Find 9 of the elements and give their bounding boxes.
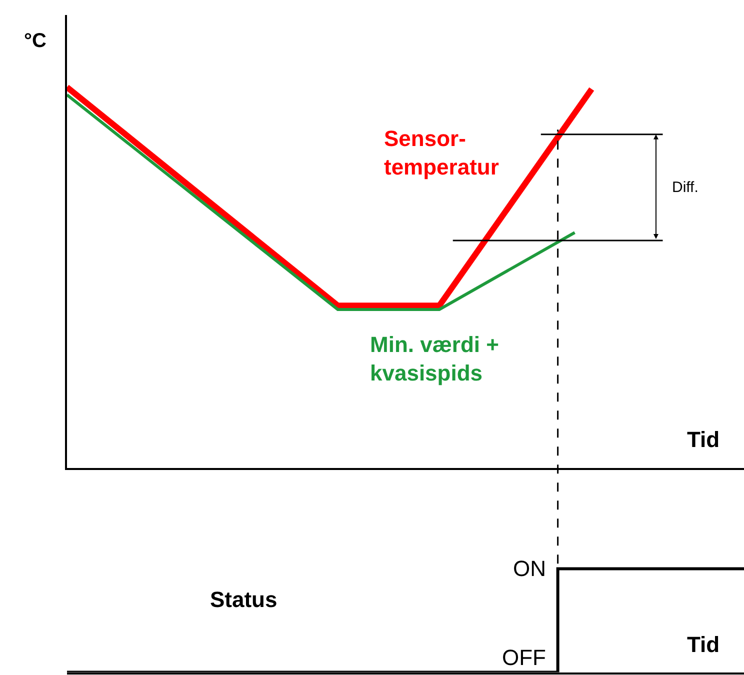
annotation: OFF <box>502 645 546 670</box>
x-axis-title: Tid <box>687 632 720 657</box>
y-axis-title: Status <box>210 587 278 612</box>
annotation: Diff. <box>672 179 698 196</box>
series-label: Min. værdi + kvasispids <box>370 332 499 386</box>
annotation: ON <box>513 556 546 581</box>
y-axis-title: °C <box>24 30 46 52</box>
series-label: Sensor- temperatur <box>384 126 500 180</box>
x-axis-title: Tid <box>687 427 720 452</box>
